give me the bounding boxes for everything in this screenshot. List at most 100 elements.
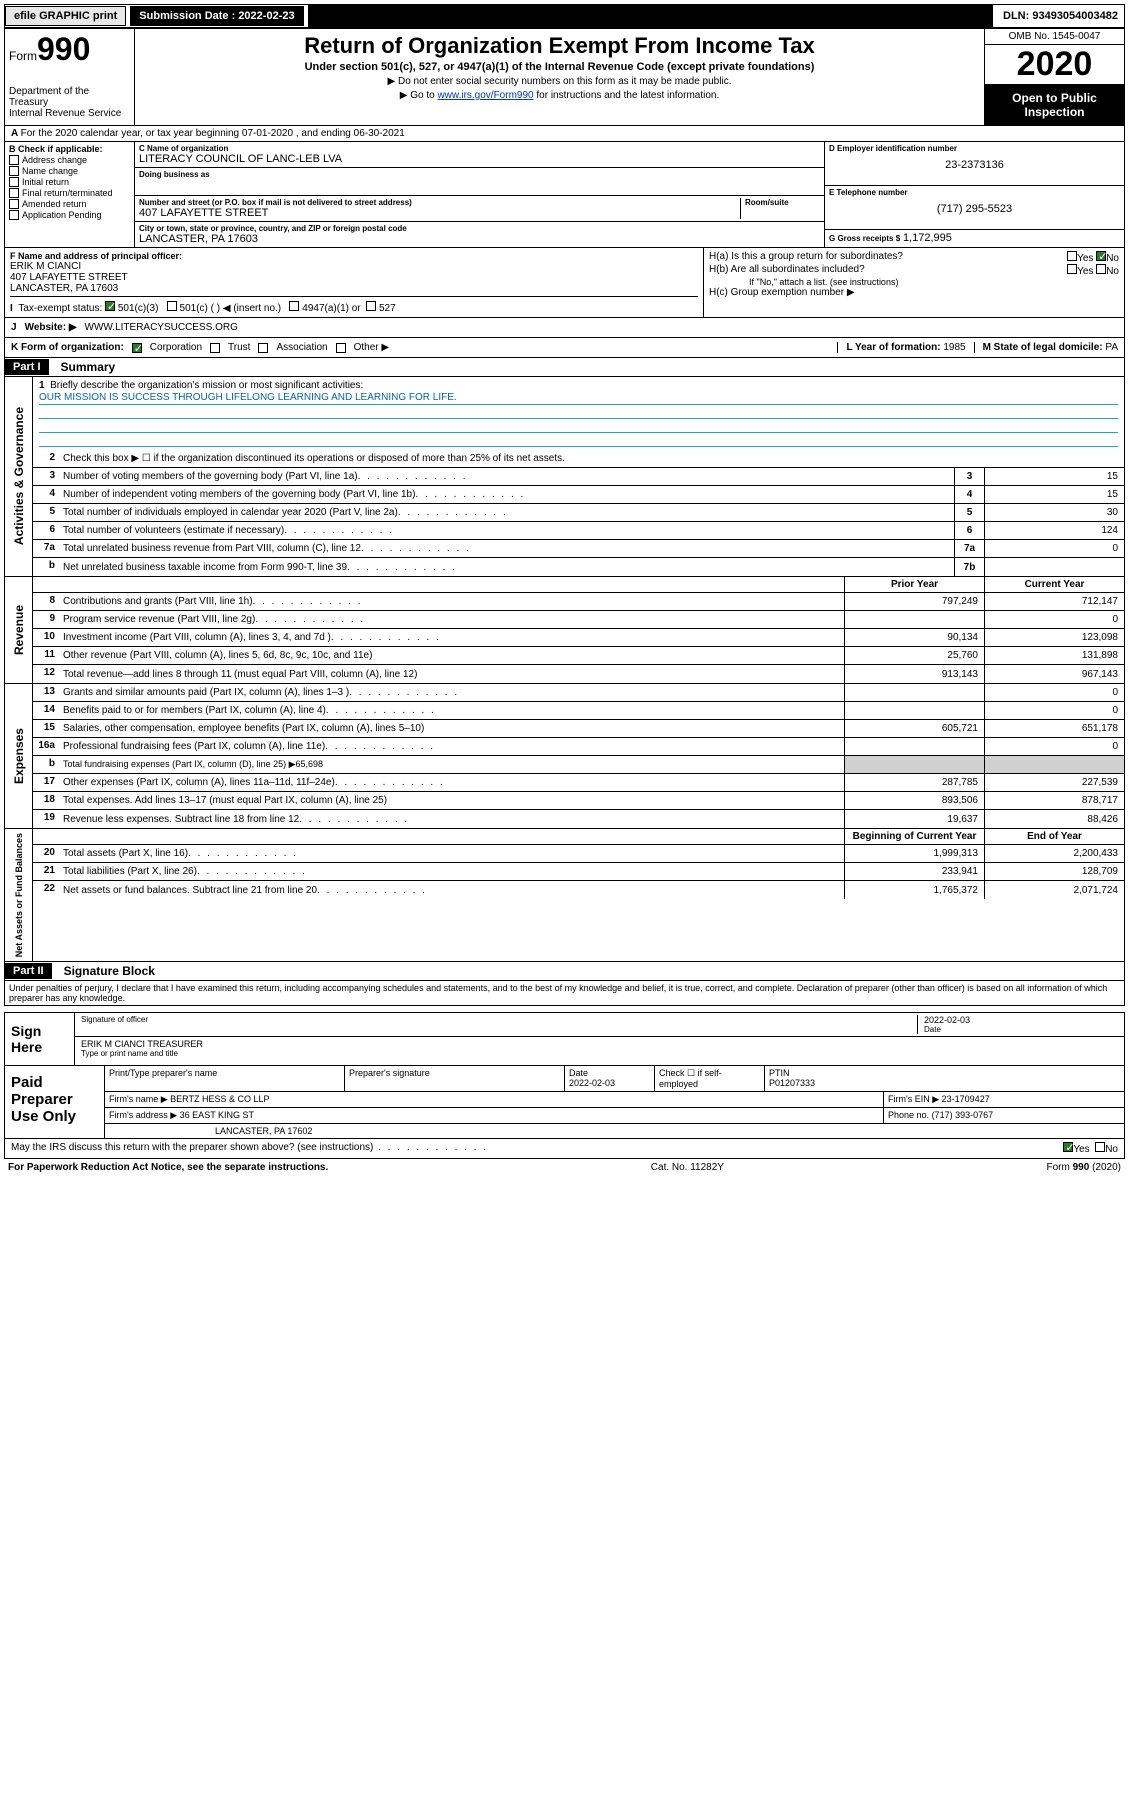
l17-text: Other expenses (Part IX, column (A), lin… (59, 774, 844, 791)
tax-exempt-label: Tax-exempt status: (18, 303, 102, 314)
no-label: No (1106, 253, 1119, 264)
l10-current: 123,098 (984, 629, 1124, 646)
officer-label: F Name and address of principal officer: (10, 251, 698, 261)
ein-value: 23-2373136 (829, 159, 1120, 171)
l3-text: Number of voting members of the governin… (59, 468, 954, 485)
sig-officer-row: Signature of officer 2022-02-03 Date (75, 1013, 1124, 1037)
chk-501c[interactable] (167, 301, 177, 311)
may-discuss-row: May the IRS discuss this return with the… (4, 1139, 1125, 1159)
chk-app-pending[interactable]: Application Pending (9, 210, 130, 220)
org-name-row: C Name of organization LITERACY COUNCIL … (135, 142, 824, 168)
vert-revenue: Revenue (5, 577, 33, 683)
h-c-row: H(c) Group exemption number ▶ (709, 287, 1119, 298)
l14-prior (844, 702, 984, 719)
header-left: Form990 Department of the Treasury Inter… (5, 29, 135, 125)
website-label: Website: ▶ (25, 322, 77, 333)
chk-address-change[interactable]: Address change (9, 155, 130, 165)
l21-end: 128,709 (984, 863, 1124, 880)
section-deg: D Employer identification number 23-2373… (824, 142, 1124, 247)
end-year-hdr: End of Year (984, 829, 1124, 844)
chk-ha-no[interactable] (1096, 251, 1106, 261)
header-right: OMB No. 1545-0047 2020 Open to Public In… (984, 29, 1124, 125)
mission-text: OUR MISSION IS SUCCESS THROUGH LIFELONG … (39, 391, 1118, 405)
l8-current: 712,147 (984, 593, 1124, 610)
chk-ha-yes[interactable] (1067, 251, 1077, 261)
part2-badge: Part II (5, 963, 52, 979)
sign-fields: Signature of officer 2022-02-03 Date ERI… (75, 1013, 1124, 1065)
line-7a: 7aTotal unrelated business revenue from … (33, 540, 1124, 558)
paid-preparer-grid: Paid Preparer Use Only Print/Type prepar… (4, 1066, 1125, 1139)
l18-text: Total expenses. Add lines 13–17 (must eq… (59, 792, 844, 809)
ssn-note: ▶ Do not enter social security numbers o… (139, 76, 980, 87)
preparer-fields: Print/Type preparer's name Preparer's si… (105, 1066, 1124, 1138)
vert-activities: Activities & Governance (5, 377, 33, 576)
prep-date: 2022-02-03 (569, 1078, 615, 1088)
chk-discuss-no[interactable] (1095, 1142, 1105, 1152)
tax-year: 2020 (985, 45, 1124, 85)
chk-label: Initial return (22, 177, 69, 187)
chk-trust[interactable] (210, 343, 220, 353)
chk-other[interactable] (336, 343, 346, 353)
submission-date: Submission Date : 2022-02-23 (130, 6, 303, 26)
chk-amended[interactable]: Amended return (9, 199, 130, 209)
tax-period: For the 2020 calendar year, or tax year … (21, 128, 405, 139)
line-6: 6Total number of volunteers (estimate if… (33, 522, 1124, 540)
chk-527[interactable] (366, 301, 376, 311)
chk-assoc[interactable] (258, 343, 268, 353)
l6-val: 124 (984, 522, 1124, 539)
chk-4947[interactable] (289, 301, 299, 311)
prep-row-3: Firm's address ▶ 36 EAST KING ST Phone n… (105, 1108, 1124, 1124)
no-label: No (1105, 1144, 1118, 1155)
prep-row-1: Print/Type preparer's name Preparer's si… (105, 1066, 1124, 1092)
l19-current: 88,426 (984, 810, 1124, 828)
chk-label: Amended return (22, 199, 87, 209)
chk-corp[interactable] (132, 343, 142, 353)
chk-name-change[interactable]: Name change (9, 166, 130, 176)
l12-current: 967,143 (984, 665, 1124, 683)
chk-discuss-yes[interactable] (1063, 1142, 1073, 1152)
mission-blank (39, 419, 1118, 433)
chk-initial-return[interactable]: Initial return (9, 177, 130, 187)
chk-501c3[interactable] (105, 301, 115, 311)
ha-label: H(a) Is this a group return for subordin… (709, 251, 903, 264)
vert-label: Expenses (10, 724, 28, 788)
checkbox-icon (9, 155, 19, 165)
opt-corp: Corporation (150, 342, 202, 353)
header-mid: Return of Organization Exempt From Incom… (135, 29, 984, 125)
ptin-cell: PTINP01207333 (765, 1066, 1124, 1091)
topbar: efile GRAPHIC print Submission Date : 20… (4, 4, 1125, 28)
officer-addr1: 407 LAFAYETTE STREET (10, 272, 698, 283)
l20-end: 2,200,433 (984, 845, 1124, 862)
phone-value: (717) 295-5523 (829, 203, 1120, 215)
netassets-section: Net Assets or Fund Balances Beginning of… (4, 829, 1125, 962)
chk-hb-no[interactable] (1096, 264, 1106, 274)
ein-label: D Employer identification number (829, 144, 1120, 153)
l16a-text: Professional fundraising fees (Part IX, … (59, 738, 844, 755)
l21-text: Total liabilities (Part X, line 26) (59, 863, 844, 880)
l4-val: 15 (984, 486, 1124, 503)
note-post: for instructions and the latest informat… (534, 90, 720, 101)
chk-hb-yes[interactable] (1067, 264, 1077, 274)
sec-e: E Telephone number (717) 295-5523 (825, 186, 1124, 230)
irs-form990-link[interactable]: www.irs.gov/Form990 (437, 90, 533, 101)
l10-prior: 90,134 (844, 629, 984, 646)
l3-val: 15 (984, 468, 1124, 485)
section-klm: K Form of organization: Corporation Trus… (4, 338, 1125, 358)
l15-text: Salaries, other compensation, employee b… (59, 720, 844, 737)
l18-current: 878,717 (984, 792, 1124, 809)
form-label: Form (9, 49, 37, 63)
l16b-current-shaded (984, 756, 1124, 773)
l7a-text: Total unrelated business revenue from Pa… (59, 540, 954, 557)
efile-print-button[interactable]: efile GRAPHIC print (5, 6, 126, 26)
chk-final-return[interactable]: Final return/terminated (9, 188, 130, 198)
l16b-text: Total fundraising expenses (Part IX, col… (59, 756, 844, 773)
checkbox-icon (9, 188, 19, 198)
l5-val: 30 (984, 504, 1124, 521)
l16b-prior-shaded (844, 756, 984, 773)
l8-prior: 797,249 (844, 593, 984, 610)
na-col-hdr: Beginning of Current YearEnd of Year (33, 829, 1124, 845)
opt-other: Other ▶ (354, 342, 389, 353)
l17-current: 227,539 (984, 774, 1124, 791)
line-4: 4Number of independent voting members of… (33, 486, 1124, 504)
vert-label: Activities & Governance (10, 403, 28, 549)
